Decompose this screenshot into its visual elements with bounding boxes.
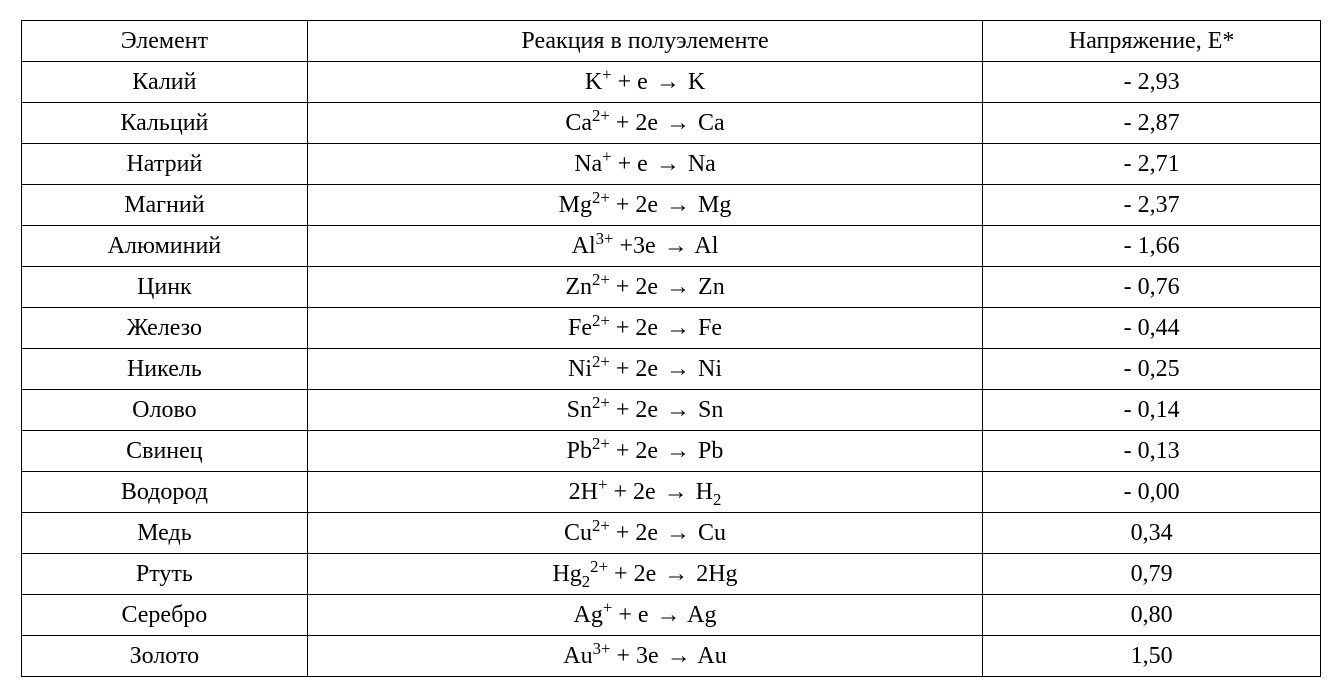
cell-element: Ртуть (22, 554, 308, 595)
cell-reaction: Al3+ +3e → Al (307, 226, 982, 267)
cell-element: Медь (22, 513, 308, 554)
cell-element: Золото (22, 636, 308, 677)
cell-voltage: - 0,44 (983, 308, 1321, 349)
cell-element: Водород (22, 472, 308, 513)
table-row: ЗолотоAu3+ + 3e → Au1,50 (22, 636, 1321, 677)
cell-voltage: - 0,76 (983, 267, 1321, 308)
cell-voltage: - 0,25 (983, 349, 1321, 390)
cell-element: Железо (22, 308, 308, 349)
cell-voltage: 0,79 (983, 554, 1321, 595)
table-row: ЖелезоFe2+ + 2e → Fe- 0,44 (22, 308, 1321, 349)
cell-voltage: - 2,87 (983, 103, 1321, 144)
cell-element: Алюминий (22, 226, 308, 267)
table-row: КальцийCa2+ + 2e → Ca- 2,87 (22, 103, 1321, 144)
cell-reaction: Mg2+ + 2e → Mg (307, 185, 982, 226)
header-element: Элемент (22, 21, 308, 62)
cell-voltage: - 0,00 (983, 472, 1321, 513)
cell-element: Никель (22, 349, 308, 390)
cell-reaction: 2H+ + 2e → H2 (307, 472, 982, 513)
electrochemical-series-table: Элемент Реакция в полуэлементе Напряжени… (21, 20, 1321, 677)
cell-reaction: Ag+ + e → Ag (307, 595, 982, 636)
cell-reaction: Na+ + e → Na (307, 144, 982, 185)
cell-element: Свинец (22, 431, 308, 472)
cell-reaction: Fe2+ + 2e → Fe (307, 308, 982, 349)
cell-reaction: Sn2+ + 2e → Sn (307, 390, 982, 431)
table-row: НикельNi2+ + 2e → Ni- 0,25 (22, 349, 1321, 390)
table-row: Водород2H+ + 2e → H2- 0,00 (22, 472, 1321, 513)
cell-reaction: Zn2+ + 2e → Zn (307, 267, 982, 308)
cell-element: Олово (22, 390, 308, 431)
cell-reaction: Au3+ + 3e → Au (307, 636, 982, 677)
cell-reaction: K+ + e → K (307, 62, 982, 103)
cell-element: Натрий (22, 144, 308, 185)
table-row: СереброAg+ + e → Ag0,80 (22, 595, 1321, 636)
table-row: АлюминийAl3+ +3e → Al- 1,66 (22, 226, 1321, 267)
cell-element: Серебро (22, 595, 308, 636)
cell-voltage: 0,34 (983, 513, 1321, 554)
cell-voltage: - 0,14 (983, 390, 1321, 431)
cell-voltage: - 0,13 (983, 431, 1321, 472)
cell-element: Кальций (22, 103, 308, 144)
cell-reaction: Ni2+ + 2e → Ni (307, 349, 982, 390)
table-row: ОловоSn2+ + 2e → Sn- 0,14 (22, 390, 1321, 431)
table-header-row: Элемент Реакция в полуэлементе Напряжени… (22, 21, 1321, 62)
header-voltage: Напряжение, Е* (983, 21, 1321, 62)
cell-reaction: Hg22+ + 2e → 2Hg (307, 554, 982, 595)
table-row: ЦинкZn2+ + 2e → Zn- 0,76 (22, 267, 1321, 308)
table-row: СвинецPb2+ + 2e → Pb- 0,13 (22, 431, 1321, 472)
cell-reaction: Pb2+ + 2e → Pb (307, 431, 982, 472)
cell-voltage: - 2,37 (983, 185, 1321, 226)
cell-element: Калий (22, 62, 308, 103)
cell-voltage: - 1,66 (983, 226, 1321, 267)
cell-element: Цинк (22, 267, 308, 308)
table-row: МедьCu2+ + 2e → Cu0,34 (22, 513, 1321, 554)
cell-voltage: 1,50 (983, 636, 1321, 677)
header-reaction: Реакция в полуэлементе (307, 21, 982, 62)
cell-element: Магний (22, 185, 308, 226)
table-row: КалийK+ + e → K- 2,93 (22, 62, 1321, 103)
cell-reaction: Cu2+ + 2e → Cu (307, 513, 982, 554)
cell-voltage: 0,80 (983, 595, 1321, 636)
table-row: МагнийMg2+ + 2e → Mg- 2,37 (22, 185, 1321, 226)
table-row: РтутьHg22+ + 2e → 2Hg0,79 (22, 554, 1321, 595)
cell-voltage: - 2,93 (983, 62, 1321, 103)
cell-voltage: - 2,71 (983, 144, 1321, 185)
cell-reaction: Ca2+ + 2e → Ca (307, 103, 982, 144)
table-row: НатрийNa+ + e → Na- 2,71 (22, 144, 1321, 185)
